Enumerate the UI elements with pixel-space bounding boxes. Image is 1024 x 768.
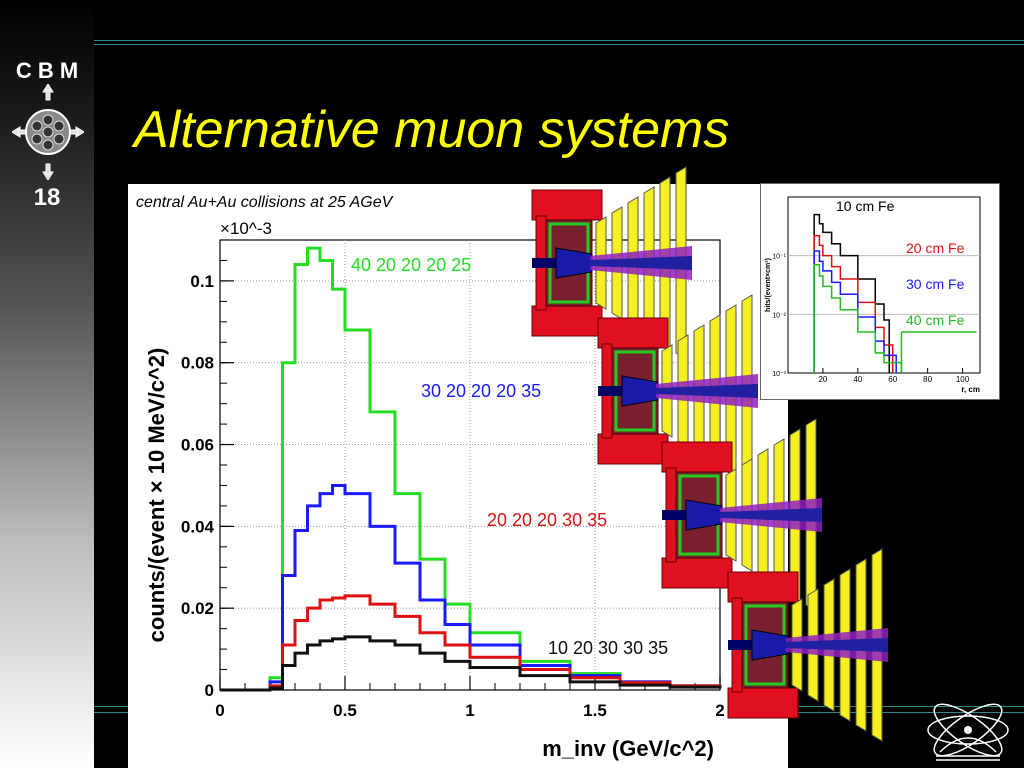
series-label-10: 10 20 30 30 35 [548, 638, 669, 658]
y-tick-label: 0.1 [190, 272, 214, 291]
top-divider [94, 40, 1024, 41]
series-label-30: 30 20 20 20 35 [421, 381, 542, 401]
inset-frame [787, 196, 981, 374]
x-tick-label: 0.5 [333, 701, 357, 720]
slide-number: 18 [33, 184, 61, 211]
inset-y-axis-label: hits/(event×cm²) [765, 258, 772, 312]
inset-x-tick-label: 20 [818, 375, 827, 384]
x-tick-label: 1.5 [583, 701, 607, 720]
y-tick-label: 0.06 [181, 436, 214, 455]
detector-chamber [823, 578, 835, 712]
series-line-2 [220, 594, 722, 692]
detector-cone [786, 628, 888, 662]
top-divider-2 [94, 44, 1024, 45]
inset-y-tick-label: 10⁻¹ [772, 254, 786, 261]
y-tick-label: 0.02 [181, 599, 214, 618]
y-axis-label: counts/(event × 10 MeV/c^2) [144, 348, 169, 643]
x-tick-label: 0 [215, 701, 224, 720]
inset-x-tick-label: 40 [853, 375, 862, 384]
inset-y-tick-label: 10⁻³ [772, 371, 786, 378]
y-tick-label: 0.04 [181, 517, 215, 536]
inset-legend-3: 40 cm Fe [906, 312, 965, 328]
x-tick-label: 2 [715, 701, 724, 720]
y-multiplier: ×10^-3 [220, 219, 272, 238]
detector-chamber [789, 428, 801, 602]
x-tick-label: 1 [465, 701, 474, 720]
detector-chamber [807, 588, 819, 702]
inset-legend-1: 20 cm Fe [906, 240, 965, 256]
inset-x-tick-label: 60 [888, 375, 897, 384]
series-line-0 [220, 246, 722, 692]
slide-title: Alternative muon systems [134, 101, 730, 159]
x-axis-label: m_inv (GeV/c^2) [542, 736, 714, 761]
inset-series-line-0 [813, 213, 890, 373]
series-label-20: 20 20 20 30 35 [487, 510, 608, 530]
inset-legend-2: 30 cm Fe [906, 276, 965, 292]
series-line-1 [220, 483, 722, 692]
inset-series-tail [900, 331, 977, 373]
detector-chamber [839, 568, 851, 722]
inset-legend-0: 10 cm Fe [836, 198, 895, 214]
inset-chart-panel [760, 183, 1000, 400]
detector-cone-core [786, 638, 888, 652]
series-line-3 [220, 635, 722, 692]
brand-name: C B M [15, 58, 79, 83]
inset-series-line-3 [813, 264, 903, 373]
chart-title: central Au+Au collisions at 25 AGeV [136, 194, 394, 211]
inset-x-axis-label: r, cm [961, 385, 980, 394]
y-tick-label: 0.08 [181, 354, 214, 373]
series-label-40: 40 20 20 20 25 [351, 255, 472, 275]
inset-x-tick-label: 100 [956, 375, 970, 384]
detector-chamber [791, 598, 803, 692]
main-chart: central Au+Au collisions at 25 AGeV 0 0.02… [136, 194, 725, 761]
detector-chamber [805, 418, 817, 612]
cbm-logo-icon [12, 84, 84, 180]
inset-x-tick-label: 80 [923, 375, 932, 384]
inset-y-tick-label: 10⁻² [772, 312, 786, 319]
institute-logo-icon [927, 703, 1009, 761]
y-tick-label: 0 [205, 681, 214, 700]
